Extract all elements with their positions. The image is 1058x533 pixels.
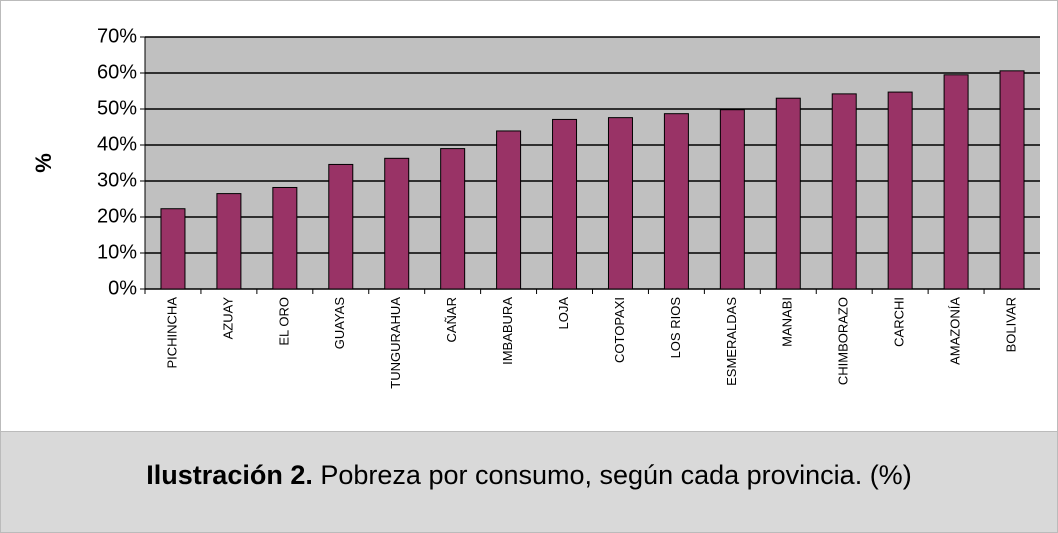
y-axis-label: %	[31, 153, 56, 173]
x-tick-label: ESMERALDAS	[724, 297, 739, 386]
y-tick-label: 70%	[97, 25, 137, 47]
x-tick-label: CHIMBORAZO	[836, 297, 851, 385]
caption: Ilustración 2. Pobreza por consumo, segú…	[1, 460, 1057, 491]
bar	[496, 130, 522, 290]
x-tick-label: TUNGURAHUA	[388, 297, 403, 389]
x-tick-label: GUAYAS	[332, 297, 347, 350]
bar	[328, 163, 354, 290]
x-tick-label: LOJA	[556, 297, 571, 330]
caption-label: Ilustración 2.	[146, 460, 313, 490]
x-tick-label: BOLIVAR	[1003, 297, 1018, 352]
y-tick-label: 30%	[97, 169, 137, 191]
bar	[999, 70, 1025, 290]
bar	[831, 93, 857, 290]
bar	[663, 113, 689, 290]
x-tick-label: PICHINCHA	[164, 297, 179, 369]
x-tick-label: MANABI	[780, 297, 795, 347]
caption-box: Ilustración 2. Pobreza por consumo, segú…	[0, 432, 1058, 533]
bar	[160, 208, 186, 290]
y-tick-label: 0%	[108, 277, 137, 299]
x-tick-label: COTOPAXI	[612, 297, 627, 363]
bar	[384, 157, 410, 290]
caption-text: Pobreza por consumo, según cada provinci…	[320, 460, 912, 490]
bar	[607, 117, 633, 290]
x-tick-label: CARCHI	[892, 297, 907, 347]
x-tick-label: EL ORO	[276, 297, 291, 346]
y-tick-label: 50%	[97, 97, 137, 119]
bar	[775, 97, 801, 290]
chart: % 0% 10% 20% 30% 40% 50% 60% 70% PICHINCHA AZUAY E…	[0, 0, 1058, 432]
bar	[719, 109, 745, 290]
y-tick-label: 20%	[97, 205, 137, 227]
x-tick-label: CAÑAR	[444, 297, 459, 343]
bar	[552, 118, 578, 290]
bar	[272, 186, 298, 290]
x-tick-label: LOS RIOS	[668, 297, 683, 359]
bar	[216, 193, 242, 290]
x-tick-label: AMAZONÍA	[948, 297, 963, 365]
x-tick-label: AZUAY	[220, 297, 235, 340]
bar	[887, 91, 913, 290]
y-tick-label: 40%	[97, 133, 137, 155]
x-tick-label: IMBABURA	[500, 297, 515, 365]
bar	[440, 148, 466, 290]
y-tick-label: 10%	[97, 241, 137, 263]
y-tick-label: 60%	[97, 61, 137, 83]
bar	[943, 74, 969, 290]
